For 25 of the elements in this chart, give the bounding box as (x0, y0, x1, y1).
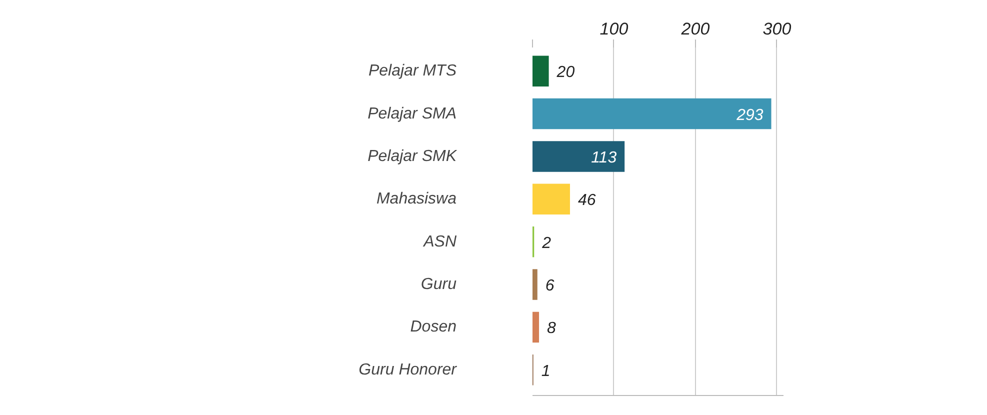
y-tick-label: Guru (420, 276, 457, 294)
data-label: 1 (541, 362, 550, 380)
data-label: 293 (736, 106, 764, 124)
bar (532, 56, 549, 86)
data-label: 6 (545, 278, 554, 295)
data-label: 20 (556, 64, 575, 82)
data-label: 2 (541, 234, 552, 252)
data-label: 8 (547, 320, 556, 338)
data-label: 46 (578, 192, 596, 210)
bar (532, 184, 570, 215)
y-tick-label: Guru Honorer (358, 361, 458, 378)
y-tick-label: Pelajar SMK (368, 148, 458, 165)
y-tick-label: Pelajar MTS (368, 62, 457, 80)
bar (532, 141, 625, 172)
y-tick-label: Mahasiswa (376, 190, 457, 208)
y-tick-label: ASN (422, 233, 457, 250)
y-tick-label: Dosen (410, 318, 457, 336)
data-label: 113 (591, 149, 617, 166)
x-tick-label: 300 (762, 20, 792, 38)
x-tick-label: 200 (680, 20, 710, 38)
bar (532, 98, 772, 130)
x-tick-label: 100 (600, 20, 629, 38)
bar (532, 312, 540, 343)
y-tick-label: Pelajar SMA (368, 105, 456, 122)
bar (532, 269, 538, 300)
